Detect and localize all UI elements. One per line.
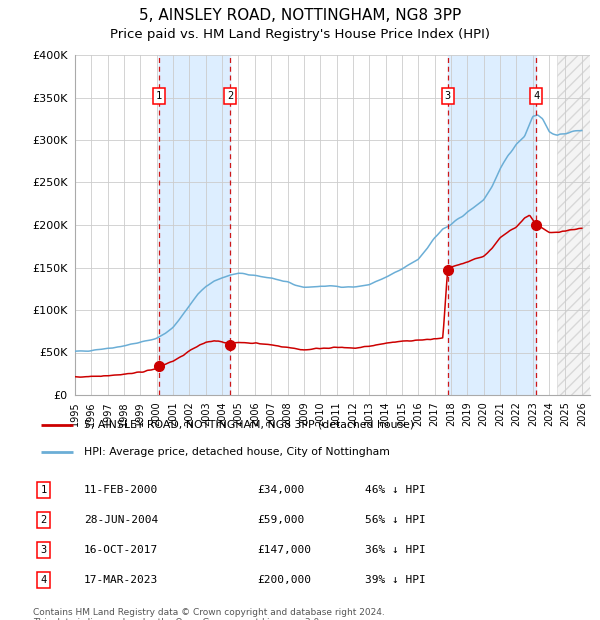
- Text: 11-FEB-2000: 11-FEB-2000: [84, 485, 158, 495]
- Text: £34,000: £34,000: [257, 485, 304, 495]
- Text: 4: 4: [40, 575, 47, 585]
- Text: 3: 3: [445, 91, 451, 101]
- Text: 5, AINSLEY ROAD, NOTTINGHAM, NG8 3PP: 5, AINSLEY ROAD, NOTTINGHAM, NG8 3PP: [139, 8, 461, 23]
- Bar: [448, 55, 536, 395]
- Text: Price paid vs. HM Land Registry's House Price Index (HPI): Price paid vs. HM Land Registry's House …: [110, 28, 490, 41]
- Text: 28-JUN-2004: 28-JUN-2004: [84, 515, 158, 525]
- Text: 1: 1: [40, 485, 47, 495]
- Bar: [557, 55, 590, 395]
- Text: £200,000: £200,000: [257, 575, 311, 585]
- Text: Contains HM Land Registry data © Crown copyright and database right 2024.
This d: Contains HM Land Registry data © Crown c…: [33, 608, 385, 620]
- Text: HPI: Average price, detached house, City of Nottingham: HPI: Average price, detached house, City…: [84, 447, 390, 457]
- Text: 16-OCT-2017: 16-OCT-2017: [84, 545, 158, 555]
- Text: 4: 4: [533, 91, 539, 101]
- Text: £59,000: £59,000: [257, 515, 304, 525]
- Text: 3: 3: [40, 545, 47, 555]
- Text: £147,000: £147,000: [257, 545, 311, 555]
- Text: 2: 2: [40, 515, 47, 525]
- Text: 46% ↓ HPI: 46% ↓ HPI: [365, 485, 425, 495]
- Text: 39% ↓ HPI: 39% ↓ HPI: [365, 575, 425, 585]
- Bar: [158, 55, 230, 395]
- Text: 17-MAR-2023: 17-MAR-2023: [84, 575, 158, 585]
- Text: 2: 2: [227, 91, 233, 101]
- Text: 1: 1: [155, 91, 161, 101]
- Text: 5, AINSLEY ROAD, NOTTINGHAM, NG8 3PP (detached house): 5, AINSLEY ROAD, NOTTINGHAM, NG8 3PP (de…: [84, 420, 414, 430]
- Text: 56% ↓ HPI: 56% ↓ HPI: [365, 515, 425, 525]
- Text: 36% ↓ HPI: 36% ↓ HPI: [365, 545, 425, 555]
